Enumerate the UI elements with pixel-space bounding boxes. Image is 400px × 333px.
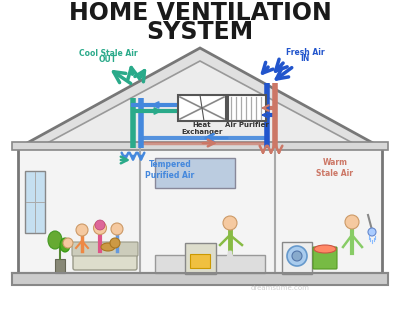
Text: IN: IN — [300, 54, 310, 63]
Text: SYSTEM: SYSTEM — [146, 20, 254, 44]
Bar — [55, 259, 65, 273]
Bar — [12, 273, 388, 285]
Text: Tempered
Purified Air: Tempered Purified Air — [145, 160, 195, 180]
Circle shape — [63, 238, 73, 248]
Circle shape — [95, 220, 105, 230]
FancyBboxPatch shape — [184, 242, 216, 273]
Bar — [18, 148, 382, 275]
FancyBboxPatch shape — [313, 247, 337, 269]
Text: OUT: OUT — [99, 55, 117, 64]
Text: Cool Stale Air: Cool Stale Air — [79, 49, 137, 58]
Text: dreamstime.com: dreamstime.com — [250, 285, 310, 291]
Text: Air Purifier: Air Purifier — [225, 122, 269, 128]
FancyBboxPatch shape — [282, 242, 312, 274]
Bar — [12, 142, 388, 150]
Text: Heat
Exchanger: Heat Exchanger — [181, 122, 223, 135]
Circle shape — [292, 251, 302, 261]
Circle shape — [287, 246, 307, 266]
Circle shape — [111, 223, 123, 235]
Ellipse shape — [314, 245, 336, 253]
FancyBboxPatch shape — [72, 242, 138, 256]
Ellipse shape — [101, 243, 115, 251]
Bar — [178, 95, 226, 121]
Circle shape — [110, 238, 120, 248]
Circle shape — [368, 228, 376, 236]
FancyBboxPatch shape — [73, 244, 137, 270]
Text: Warm
Stale Air: Warm Stale Air — [316, 158, 354, 178]
Bar — [155, 255, 265, 273]
Ellipse shape — [48, 231, 62, 249]
Bar — [228, 95, 266, 121]
Polygon shape — [38, 61, 362, 148]
Bar — [25, 171, 45, 233]
Circle shape — [345, 215, 359, 229]
Circle shape — [223, 216, 237, 230]
Ellipse shape — [60, 238, 70, 252]
Circle shape — [76, 224, 88, 236]
Bar — [190, 254, 210, 268]
Polygon shape — [18, 48, 382, 148]
Text: Fresh Air: Fresh Air — [286, 48, 324, 57]
Bar — [155, 158, 235, 188]
Circle shape — [94, 221, 106, 234]
Text: HOME VENTILATION: HOME VENTILATION — [69, 1, 331, 25]
